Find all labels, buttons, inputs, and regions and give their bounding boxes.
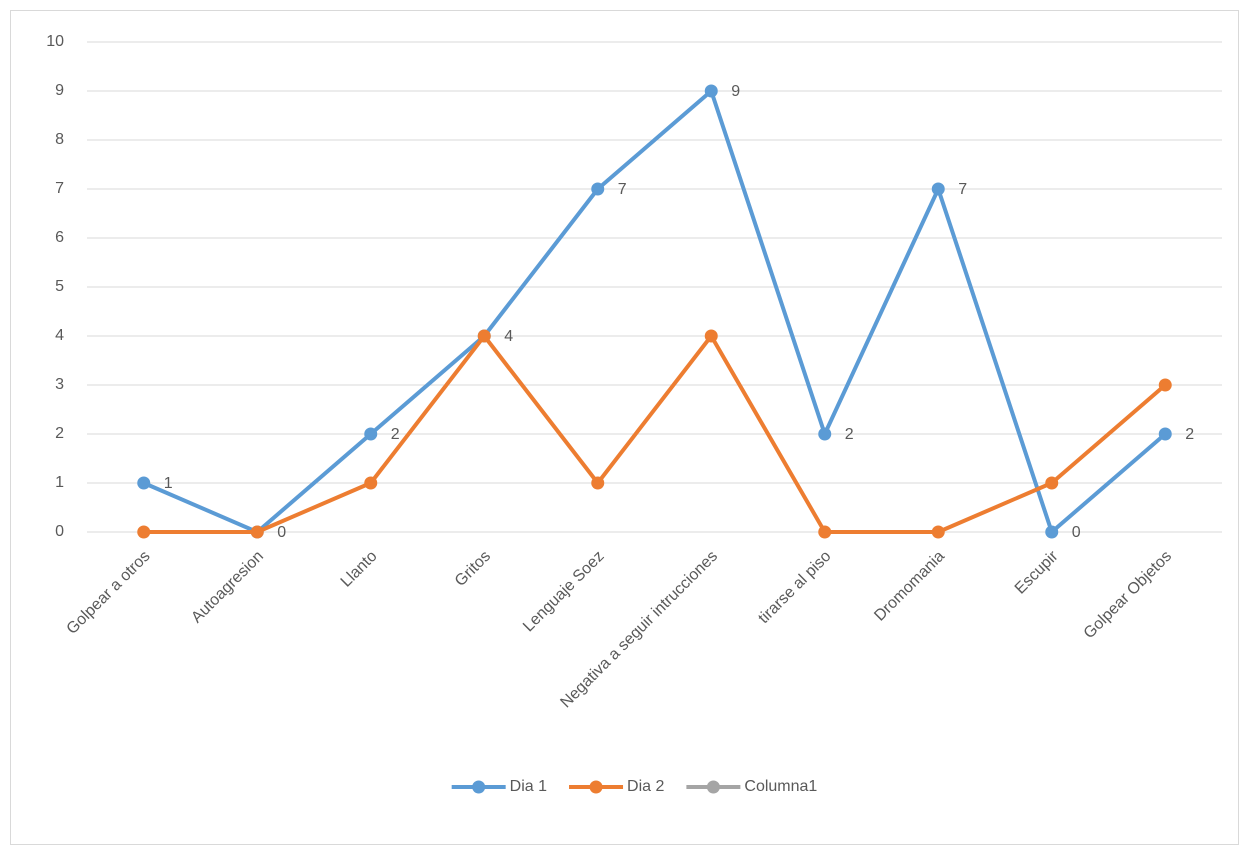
data-label: 1 — [164, 475, 173, 492]
marker — [591, 182, 605, 196]
marker — [1158, 427, 1172, 441]
legend-marker — [706, 780, 720, 794]
marker — [364, 427, 378, 441]
chart-border — [10, 10, 1239, 845]
y-tick-label: 7 — [55, 180, 64, 197]
data-label: 2 — [391, 426, 400, 443]
data-label: 2 — [845, 426, 854, 443]
legend-label: Dia 1 — [510, 778, 547, 795]
marker — [1045, 525, 1059, 539]
y-tick-label: 4 — [55, 327, 64, 344]
marker — [250, 525, 264, 539]
marker — [931, 182, 945, 196]
y-tick-label: 1 — [55, 474, 64, 491]
legend-label: Columna1 — [744, 778, 817, 795]
series-line — [142, 89, 1167, 534]
marker — [477, 329, 491, 343]
legend-item: Columna1 — [686, 778, 817, 795]
data-label: 4 — [504, 328, 513, 345]
y-tick-label: 2 — [55, 425, 64, 442]
marker — [364, 476, 378, 490]
data-label: 7 — [958, 181, 967, 198]
y-tick-label: 6 — [55, 229, 64, 246]
marker — [704, 329, 718, 343]
legend-item: Dia 2 — [569, 778, 664, 795]
marker — [931, 525, 945, 539]
data-label: 7 — [618, 181, 627, 198]
data-label: 0 — [1072, 524, 1081, 541]
marker — [818, 525, 832, 539]
marker — [1045, 476, 1059, 490]
data-label: 0 — [277, 524, 286, 541]
y-tick-label: 0 — [55, 523, 64, 540]
series-line — [143, 334, 1167, 534]
marker — [704, 84, 718, 98]
y-tick-label: 3 — [55, 376, 64, 393]
legend-item: Dia 1 — [451, 778, 547, 795]
legend-label: Dia 2 — [627, 778, 664, 795]
data-label: 2 — [1185, 426, 1194, 443]
y-tick-label: 9 — [55, 82, 64, 99]
data-label: 9 — [731, 83, 740, 100]
legend-marker — [589, 780, 603, 794]
marker — [818, 427, 832, 441]
marker — [1158, 378, 1172, 392]
legend-marker — [472, 780, 486, 794]
marker — [137, 525, 151, 539]
marker — [137, 476, 151, 490]
y-tick-label: 5 — [55, 278, 64, 295]
marker — [591, 476, 605, 490]
y-tick-label: 10 — [46, 33, 64, 50]
y-tick-label: 8 — [55, 131, 64, 148]
